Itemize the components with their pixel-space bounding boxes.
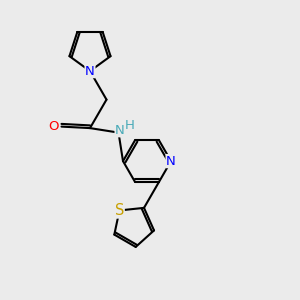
Text: N: N (166, 154, 176, 168)
Text: N: N (115, 124, 125, 137)
Text: O: O (49, 120, 59, 133)
Text: H: H (125, 118, 135, 132)
Text: S: S (115, 203, 124, 218)
Text: N: N (85, 64, 95, 78)
